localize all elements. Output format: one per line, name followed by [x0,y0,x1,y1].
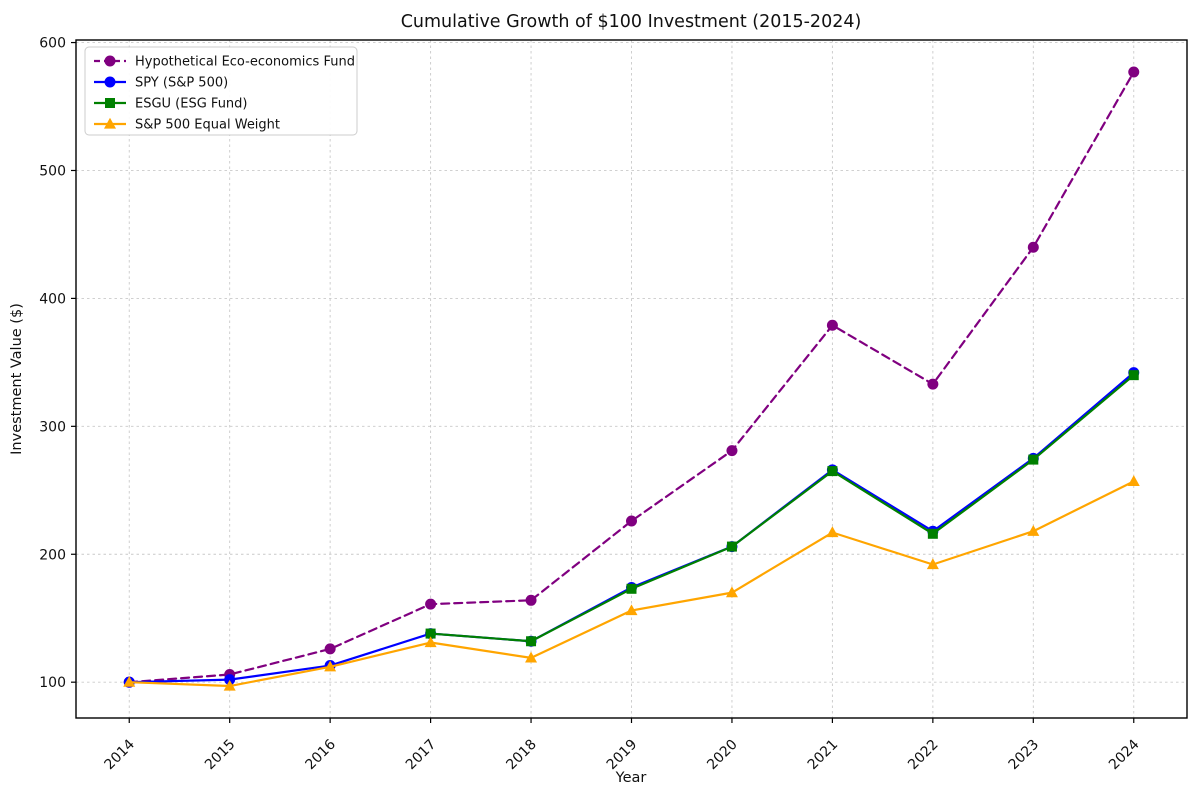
x-tick-label: 2014 [102,736,139,773]
data-point-s-p-500-equal-weight [123,675,136,687]
y-tick-label: 500 [39,163,66,179]
x-tick-label: 2021 [805,737,842,774]
data-point-esgu-esg-fund [1128,370,1139,381]
x-tick-label: 2022 [905,737,942,774]
data-point-hypothetical-eco-economics-fund [1128,66,1140,78]
x-tick-label: 2017 [403,737,440,774]
data-point-esgu-esg-fund [827,466,838,477]
data-point-spy-s-p-500 [224,674,236,686]
x-tick-label: 2023 [1006,737,1043,774]
data-point-esgu-esg-fund [526,636,537,647]
x-tick-label: 2016 [302,736,339,773]
series-line-hypothetical-eco-economics-fund [128,70,1135,684]
series-esgu-esg-fund [425,370,1139,647]
x-tick-label: 2019 [604,737,641,774]
data-point-esgu-esg-fund [626,583,637,594]
data-point-s-p-500-equal-weight [223,679,236,691]
legend-label: ESGU (ESG Fund) [135,97,248,112]
y-axis-label: Investment Value ($) [9,303,25,455]
grid-layer [76,40,1187,718]
data-point-legend-spy-s-p-500 [104,76,116,88]
series-s-p-500-equal-weight [123,475,1140,691]
data-point-s-p-500-equal-weight [826,526,839,538]
data-point-s-p-500-equal-weight [625,604,638,616]
data-point-s-p-500-equal-weight [525,651,538,663]
data-point-hypothetical-eco-economics-fund [1027,241,1039,253]
data-point-hypothetical-eco-economics-fund [826,319,838,331]
series-line-esgu-esg-fund [429,374,1135,643]
data-point-hypothetical-eco-economics-fund [324,643,336,655]
legend-label: S&P 500 Equal Weight [135,118,280,133]
data-point-legend-s-p-500-equal-weight [104,117,116,129]
legend-item-spy-s-p-500: SPY (S&P 500) [94,76,228,91]
x-tick-label: 2024 [1106,736,1143,773]
plot-border [75,39,1188,719]
data-point-hypothetical-eco-economics-fund [726,445,738,457]
x-tick-label: 2018 [503,737,540,774]
data-point-s-p-500-equal-weight [1127,475,1140,486]
data-point-hypothetical-eco-economics-fund [927,378,939,390]
x-axis-label: Year [615,770,647,786]
data-point-esgu-esg-fund [1028,454,1039,465]
legend-box [84,46,358,136]
data-point-hypothetical-eco-economics-fund [525,594,537,606]
x-tick-label: 2020 [704,737,741,774]
data-point-s-p-500-equal-weight [1027,525,1040,536]
y-tick-label: 600 [39,36,66,52]
data-point-s-p-500-equal-weight [926,558,939,570]
y-tick-label: 400 [39,291,66,307]
x-tick-label: 2015 [202,737,239,774]
legend-label: Hypothetical Eco-economics Fund [135,55,355,70]
legend-item-s-p-500-equal-weight: S&P 500 Equal Weight [94,118,280,133]
data-point-s-p-500-equal-weight [725,586,738,598]
data-point-hypothetical-eco-economics-fund [425,598,437,610]
data-point-s-p-500-equal-weight [424,636,437,648]
legend: Hypothetical Eco-economics Fund SPY (S&P … [84,46,358,136]
data-point-legend-hypothetical-eco-economics-fund [104,55,116,67]
chart-title: Cumulative Growth of $100 Investment (20… [401,12,862,32]
data-point-esgu-esg-fund [927,528,938,539]
legend-item-hypothetical-eco-economics-fund: Hypothetical Eco-economics Fund [94,55,355,70]
data-point-hypothetical-eco-economics-fund [626,515,637,527]
legend-label: SPY (S&P 500) [135,76,228,91]
data-point-s-p-500-equal-weight [324,660,337,672]
y-tick-label: 200 [39,547,66,563]
data-point-legend-esgu-esg-fund [105,98,115,108]
legend-item-esgu-esg-fund: ESGU (ESG Fund) [94,97,248,112]
y-tick-label: 300 [39,419,66,435]
data-point-esgu-esg-fund [726,541,737,552]
data-point-esgu-esg-fund [425,628,436,639]
series-layer [123,66,1140,691]
y-tick-label: 100 [39,675,66,691]
tick-layer: 2014 2015 2016 2017 2018 2019 2020 2021 2022 2023… [39,36,1142,773]
